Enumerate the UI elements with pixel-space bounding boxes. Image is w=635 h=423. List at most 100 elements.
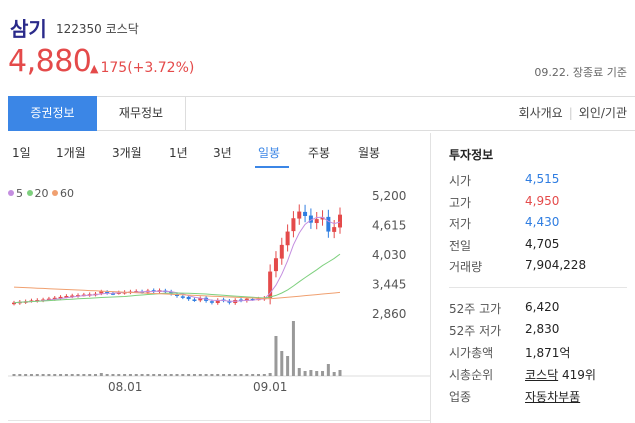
y-tick-label: 2,860 (372, 307, 406, 321)
tab-financial-info[interactable]: 재무정보 (97, 96, 186, 131)
candle-body (273, 258, 278, 272)
volume-bar (321, 371, 325, 376)
info-row-52w-high: 52주 고가 6,420 (449, 300, 560, 316)
y-tick-label: 3,445 (372, 278, 406, 292)
divider: | (568, 106, 573, 120)
candle-body (326, 216, 331, 232)
period-1y[interactable]: 1년 (169, 146, 188, 160)
volume-bar (297, 368, 301, 376)
candle-body (99, 291, 104, 294)
y-axis-labels: 5,200 4,615 4,030 3,445 2,860 (372, 189, 406, 321)
stock-name[interactable]: 삼기 (10, 17, 47, 41)
period-monthly[interactable]: 월봉 (358, 146, 381, 160)
period-3m[interactable]: 3개월 (112, 146, 142, 160)
volume-bar (216, 374, 220, 376)
candle-body (244, 298, 249, 301)
current-price: 4,880 (8, 44, 92, 79)
ma-legend: 5 20 60 (8, 187, 74, 200)
tab-links: 회사개요 | 외인/기관 (519, 97, 627, 130)
candle-body (186, 296, 191, 300)
volume-bar (192, 374, 196, 376)
volume-bar (245, 374, 249, 376)
candle-body (70, 295, 75, 298)
stock-market: 코스닥 (105, 22, 139, 36)
volume-bar (12, 374, 16, 376)
volume-bar (134, 374, 138, 376)
period-daily[interactable]: 일봉 (258, 146, 281, 160)
volume-bar (222, 374, 226, 376)
candle-body (338, 214, 342, 228)
volume-bar (53, 374, 57, 376)
volume-bar (123, 374, 127, 376)
volume-bar (181, 374, 185, 376)
volume-bar (239, 374, 243, 376)
volume-bar (169, 374, 173, 376)
tab-bar: 증권정보 재무정보 회사개요 | 외인/기관 (8, 96, 635, 131)
info-row-52w-low: 52주 저가 2,830 (449, 322, 560, 338)
rank-market-link[interactable]: 코스닥 (525, 368, 559, 382)
foreign-institution-link[interactable]: 외인/기관 (578, 106, 627, 120)
volume-bar (309, 370, 313, 376)
volume-bar (198, 374, 202, 376)
industry-link[interactable]: 자동차부품 (525, 390, 581, 404)
candle-body (279, 244, 284, 259)
volume-bar (262, 374, 266, 376)
volume-bar (29, 374, 33, 376)
volume-bar (315, 371, 319, 376)
candle-body (46, 298, 51, 301)
period-weekly[interactable]: 주봉 (308, 146, 331, 160)
ma60-legend: 60 (52, 187, 74, 200)
period-3y[interactable]: 3년 (213, 146, 232, 160)
investment-info-title: 투자정보 (449, 148, 494, 162)
as-of-date: 09.22. 장종료 기준 (534, 66, 627, 79)
volume-bar (257, 374, 260, 376)
tab-stock-info[interactable]: 증권정보 (8, 96, 97, 131)
rank-value: 코스닥 419위 (525, 368, 596, 382)
volume-bar (64, 374, 68, 376)
x-tick-label: 08.01 (108, 380, 142, 394)
volume-bar (76, 374, 80, 376)
active-period-underline (255, 166, 289, 168)
candle-body (314, 219, 319, 224)
price-change: ▲ 175(+3.72%) (90, 60, 194, 76)
up-arrow-icon: ▲ (90, 62, 99, 75)
volume-bar (94, 374, 97, 376)
info-row-market-cap: 시가총액 1,871억 (449, 346, 571, 360)
volume-bar (187, 374, 191, 376)
volume-bar (117, 374, 121, 376)
period-1m[interactable]: 1개월 (56, 146, 86, 160)
period-1d[interactable]: 1일 (12, 146, 31, 160)
volume-bar (105, 374, 109, 376)
company-overview-link[interactable]: 회사개요 (518, 106, 563, 120)
volume-bar (204, 374, 208, 376)
ma5-line (13, 216, 341, 304)
stock-code-market: 122350 코스닥 (56, 20, 139, 37)
ma20-legend: 20 (26, 187, 49, 200)
volume-bar (233, 374, 237, 376)
volume-bar (210, 374, 214, 376)
volume-bar (140, 374, 144, 376)
ma60-line (13, 286, 341, 300)
candle-body (308, 215, 313, 223)
candle-body (285, 231, 290, 246)
volume-bar (291, 321, 295, 376)
info-row-high: 고가 4,950 (449, 194, 560, 210)
volume-bar (338, 370, 342, 376)
ma5-legend: 5 (8, 187, 23, 200)
candle-body (52, 297, 57, 300)
candle-body (64, 296, 69, 298)
candle-body (215, 300, 220, 304)
x-axis-labels: 08.01 09.01 (108, 380, 287, 394)
candle-body (105, 291, 110, 294)
candle-body (180, 296, 185, 298)
price-chart[interactable]: 5,200 4,615 4,030 3,445 2,860 08.01 09.01 (0, 180, 430, 420)
volume-bar (111, 374, 115, 376)
candle-body (268, 271, 273, 299)
volume-bar (70, 374, 74, 376)
volume-bar (175, 374, 179, 376)
x-tick-label: 09.01 (253, 380, 287, 394)
volume-bar (332, 372, 336, 376)
candle-body (198, 298, 203, 301)
candle-body (209, 301, 214, 303)
info-row-rank: 시총순위 코스닥 419위 (449, 368, 596, 382)
